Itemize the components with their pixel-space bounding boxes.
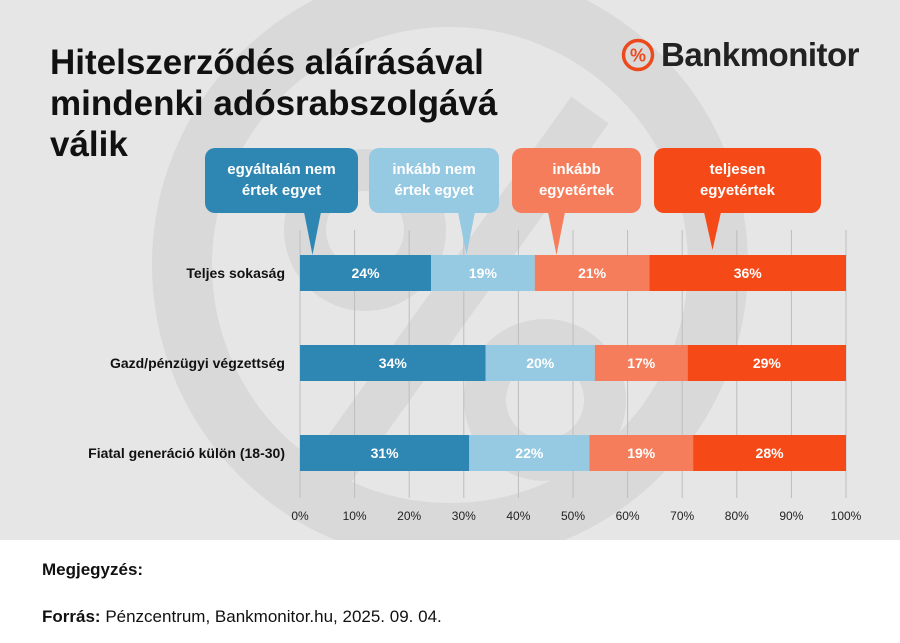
bar-segment	[300, 255, 432, 291]
callout-box	[205, 148, 358, 213]
bankmonitor-logo: % Bankmonitor	[621, 36, 860, 74]
x-tick-label: 40%	[506, 509, 530, 523]
note-label: Megjegyzés:	[42, 560, 144, 579]
bar-segment	[300, 345, 486, 381]
bars: 24% 19% 21% 36% 34% 20% 17% 29% 31% 22% 19% 28%	[300, 255, 846, 471]
chart-title: Hitelszerződés aláírásával mindenki adós…	[50, 42, 497, 165]
category-label: Teljes sokaság	[186, 265, 285, 281]
x-tick-label: 20%	[397, 509, 421, 523]
source-text: Pénzcentrum, Bankmonitor.hu, 2025. 09. 0…	[105, 607, 442, 626]
category-labels: Teljes sokaság Gazd/pénzügyi végzettség Fi…	[88, 265, 285, 461]
bar-value-label: 20%	[526, 355, 555, 371]
brand-name: Bankmonitor	[661, 36, 860, 73]
bar-segment	[534, 255, 650, 291]
bar-value-label: 29%	[753, 355, 782, 371]
bar-value-label: 21%	[578, 265, 607, 281]
legend-callout: teljesen egyetértek	[654, 148, 821, 250]
callout-box	[369, 148, 499, 213]
title-line-1: Hitelszerződés aláírásával	[50, 43, 484, 82]
callout-pointer	[304, 212, 321, 255]
legend-callout: egyáltalán nem értek egyet	[205, 148, 358, 255]
chart-panel: Hitelszerződés aláírásával mindenki adós…	[0, 0, 900, 540]
bar-value-label: 22%	[515, 445, 544, 461]
stacked-bar-chart: egyáltalán nem értek egyet inkább nem értek…	[88, 148, 862, 523]
title-line-2: mindenki adósrabszolgává	[50, 84, 498, 123]
x-tick-label: 50%	[561, 509, 585, 523]
bar-value-label: 31%	[371, 445, 400, 461]
bar-value-label: 17%	[627, 355, 656, 371]
legend-callouts: egyáltalán nem értek egyet inkább nem értek…	[205, 148, 821, 255]
legend-label: egyetértek	[539, 182, 615, 199]
bar-segment	[649, 255, 846, 291]
legend-label: értek egyet	[242, 182, 321, 199]
bar-segment	[589, 435, 694, 471]
x-tick-label: 80%	[725, 509, 749, 523]
bar-segment	[687, 345, 846, 381]
footer: Megjegyzés: Forrás: Pénzcentrum, Bankmon…	[42, 560, 442, 627]
bar-segment	[431, 255, 535, 291]
bar-value-label: 34%	[379, 355, 408, 371]
bar-segment	[594, 345, 688, 381]
percent-icon: %	[621, 38, 655, 72]
callout-box	[512, 148, 641, 213]
bar-value-label: 36%	[734, 265, 763, 281]
callout-pointer	[458, 212, 475, 255]
bar-value-label: 19%	[469, 265, 498, 281]
title-line-3: válik	[50, 125, 128, 164]
bar-segment	[693, 435, 846, 471]
legend-callout: inkább nem értek egyet	[369, 148, 499, 255]
legend-label: egyáltalán nem	[227, 161, 335, 178]
source-label: Forrás:	[42, 607, 101, 626]
legend-label: teljesen	[710, 161, 766, 178]
bar-value-label: 28%	[756, 445, 785, 461]
x-tick-label: 100%	[831, 509, 862, 523]
legend-label: inkább nem	[392, 161, 475, 178]
svg-text:%: %	[630, 46, 646, 66]
x-tick-label: 0%	[291, 509, 309, 523]
legend-label: inkább	[552, 161, 600, 178]
bar-value-label: 24%	[352, 265, 381, 281]
legend-label: értek egyet	[394, 182, 473, 199]
callout-pointer	[704, 212, 721, 250]
x-tick-label: 90%	[779, 509, 803, 523]
callout-box	[654, 148, 821, 213]
callout-pointer	[548, 212, 565, 255]
x-axis-ticks: 0% 10% 20% 30% 40% 50% 60% 70% 80% 90% 100%	[291, 509, 861, 523]
bar-value-label: 19%	[627, 445, 656, 461]
bar-segment	[485, 345, 595, 381]
x-tick-label: 60%	[616, 509, 640, 523]
x-tick-label: 30%	[452, 509, 476, 523]
x-tick-label: 10%	[343, 509, 367, 523]
x-tick-label: 70%	[670, 509, 694, 523]
source-line: Forrás: Pénzcentrum, Bankmonitor.hu, 202…	[42, 607, 442, 627]
legend-callout: inkább egyetértek	[512, 148, 641, 255]
category-label: Fiatal generáció külön (18-30)	[88, 445, 285, 461]
legend-label: egyetértek	[700, 182, 776, 199]
category-label: Gazd/pénzügyi végzettség	[110, 355, 285, 371]
bar-segment	[469, 435, 590, 471]
bar-segment	[300, 435, 470, 471]
